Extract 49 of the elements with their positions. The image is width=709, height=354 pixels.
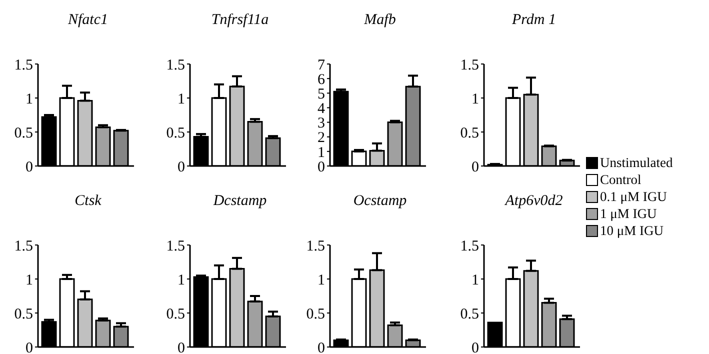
- chart-title: Ctsk: [74, 193, 102, 210]
- chart-title: Ocstamp: [352, 193, 408, 210]
- y-tick-label: 5: [318, 86, 325, 102]
- y-tick-label: 0.5: [14, 125, 33, 142]
- y-tick-label: 0: [472, 340, 479, 354]
- y-tick-label: 1: [26, 91, 33, 108]
- legend-label: Unstimulated: [600, 154, 673, 171]
- y-tick-label: 0: [26, 340, 33, 354]
- legend-label: 1 μM IGU: [600, 205, 657, 222]
- y-tick-label: 1: [178, 91, 185, 108]
- y-tick-label: 0.5: [14, 306, 33, 322]
- legend-label: 10 μM IGU: [600, 222, 664, 239]
- y-tick-label: 0.5: [460, 306, 479, 322]
- y-tick-label: 1: [472, 91, 479, 108]
- y-tick-label: 0: [318, 340, 325, 354]
- y-tick-label: 2: [318, 130, 325, 146]
- y-tick-label: 1.5: [14, 238, 33, 254]
- y-tick-label: 0: [178, 340, 185, 354]
- y-tick-label: 6: [318, 72, 326, 88]
- chart-title: Dcstamp: [212, 193, 268, 210]
- y-tick-label: 3: [318, 116, 325, 132]
- y-tick-label: 1.5: [306, 238, 325, 254]
- y-tick-label: 0.5: [166, 306, 185, 322]
- y-tick-label: 0: [178, 159, 185, 176]
- y-tick-label: 1: [318, 272, 325, 288]
- chart-title: Prdm 1: [510, 12, 558, 29]
- chart-title: Mafb: [363, 12, 397, 29]
- y-tick-label: 7: [318, 57, 326, 74]
- chart-title: Nfatc1: [67, 12, 109, 29]
- y-tick-label: 0: [26, 159, 33, 176]
- y-tick-label: 1.5: [166, 238, 185, 254]
- y-tick-label: 1: [472, 272, 479, 288]
- legend-label: Control: [600, 171, 642, 188]
- y-tick-label: 0.5: [306, 306, 325, 322]
- y-tick-label: 4: [318, 101, 326, 118]
- y-tick-label: 1.5: [460, 238, 479, 254]
- chart-title: Atp6v0d2: [504, 193, 564, 210]
- y-tick-label: 1.5: [460, 57, 479, 74]
- y-tick-label: 0: [318, 159, 325, 176]
- y-tick-label: 1: [26, 272, 33, 288]
- y-tick-label: 0.5: [166, 125, 185, 142]
- y-tick-label: 1: [178, 272, 185, 288]
- chart-title: Tnfrsf11a: [210, 12, 270, 29]
- y-tick-label: 1.5: [166, 57, 185, 74]
- y-tick-label: 1: [318, 144, 325, 161]
- y-tick-label: 0: [472, 159, 479, 176]
- y-tick-label: 0.5: [460, 125, 479, 142]
- legend-label: 0.1 μM IGU: [600, 188, 667, 205]
- y-tick-label: 1.5: [14, 57, 33, 74]
